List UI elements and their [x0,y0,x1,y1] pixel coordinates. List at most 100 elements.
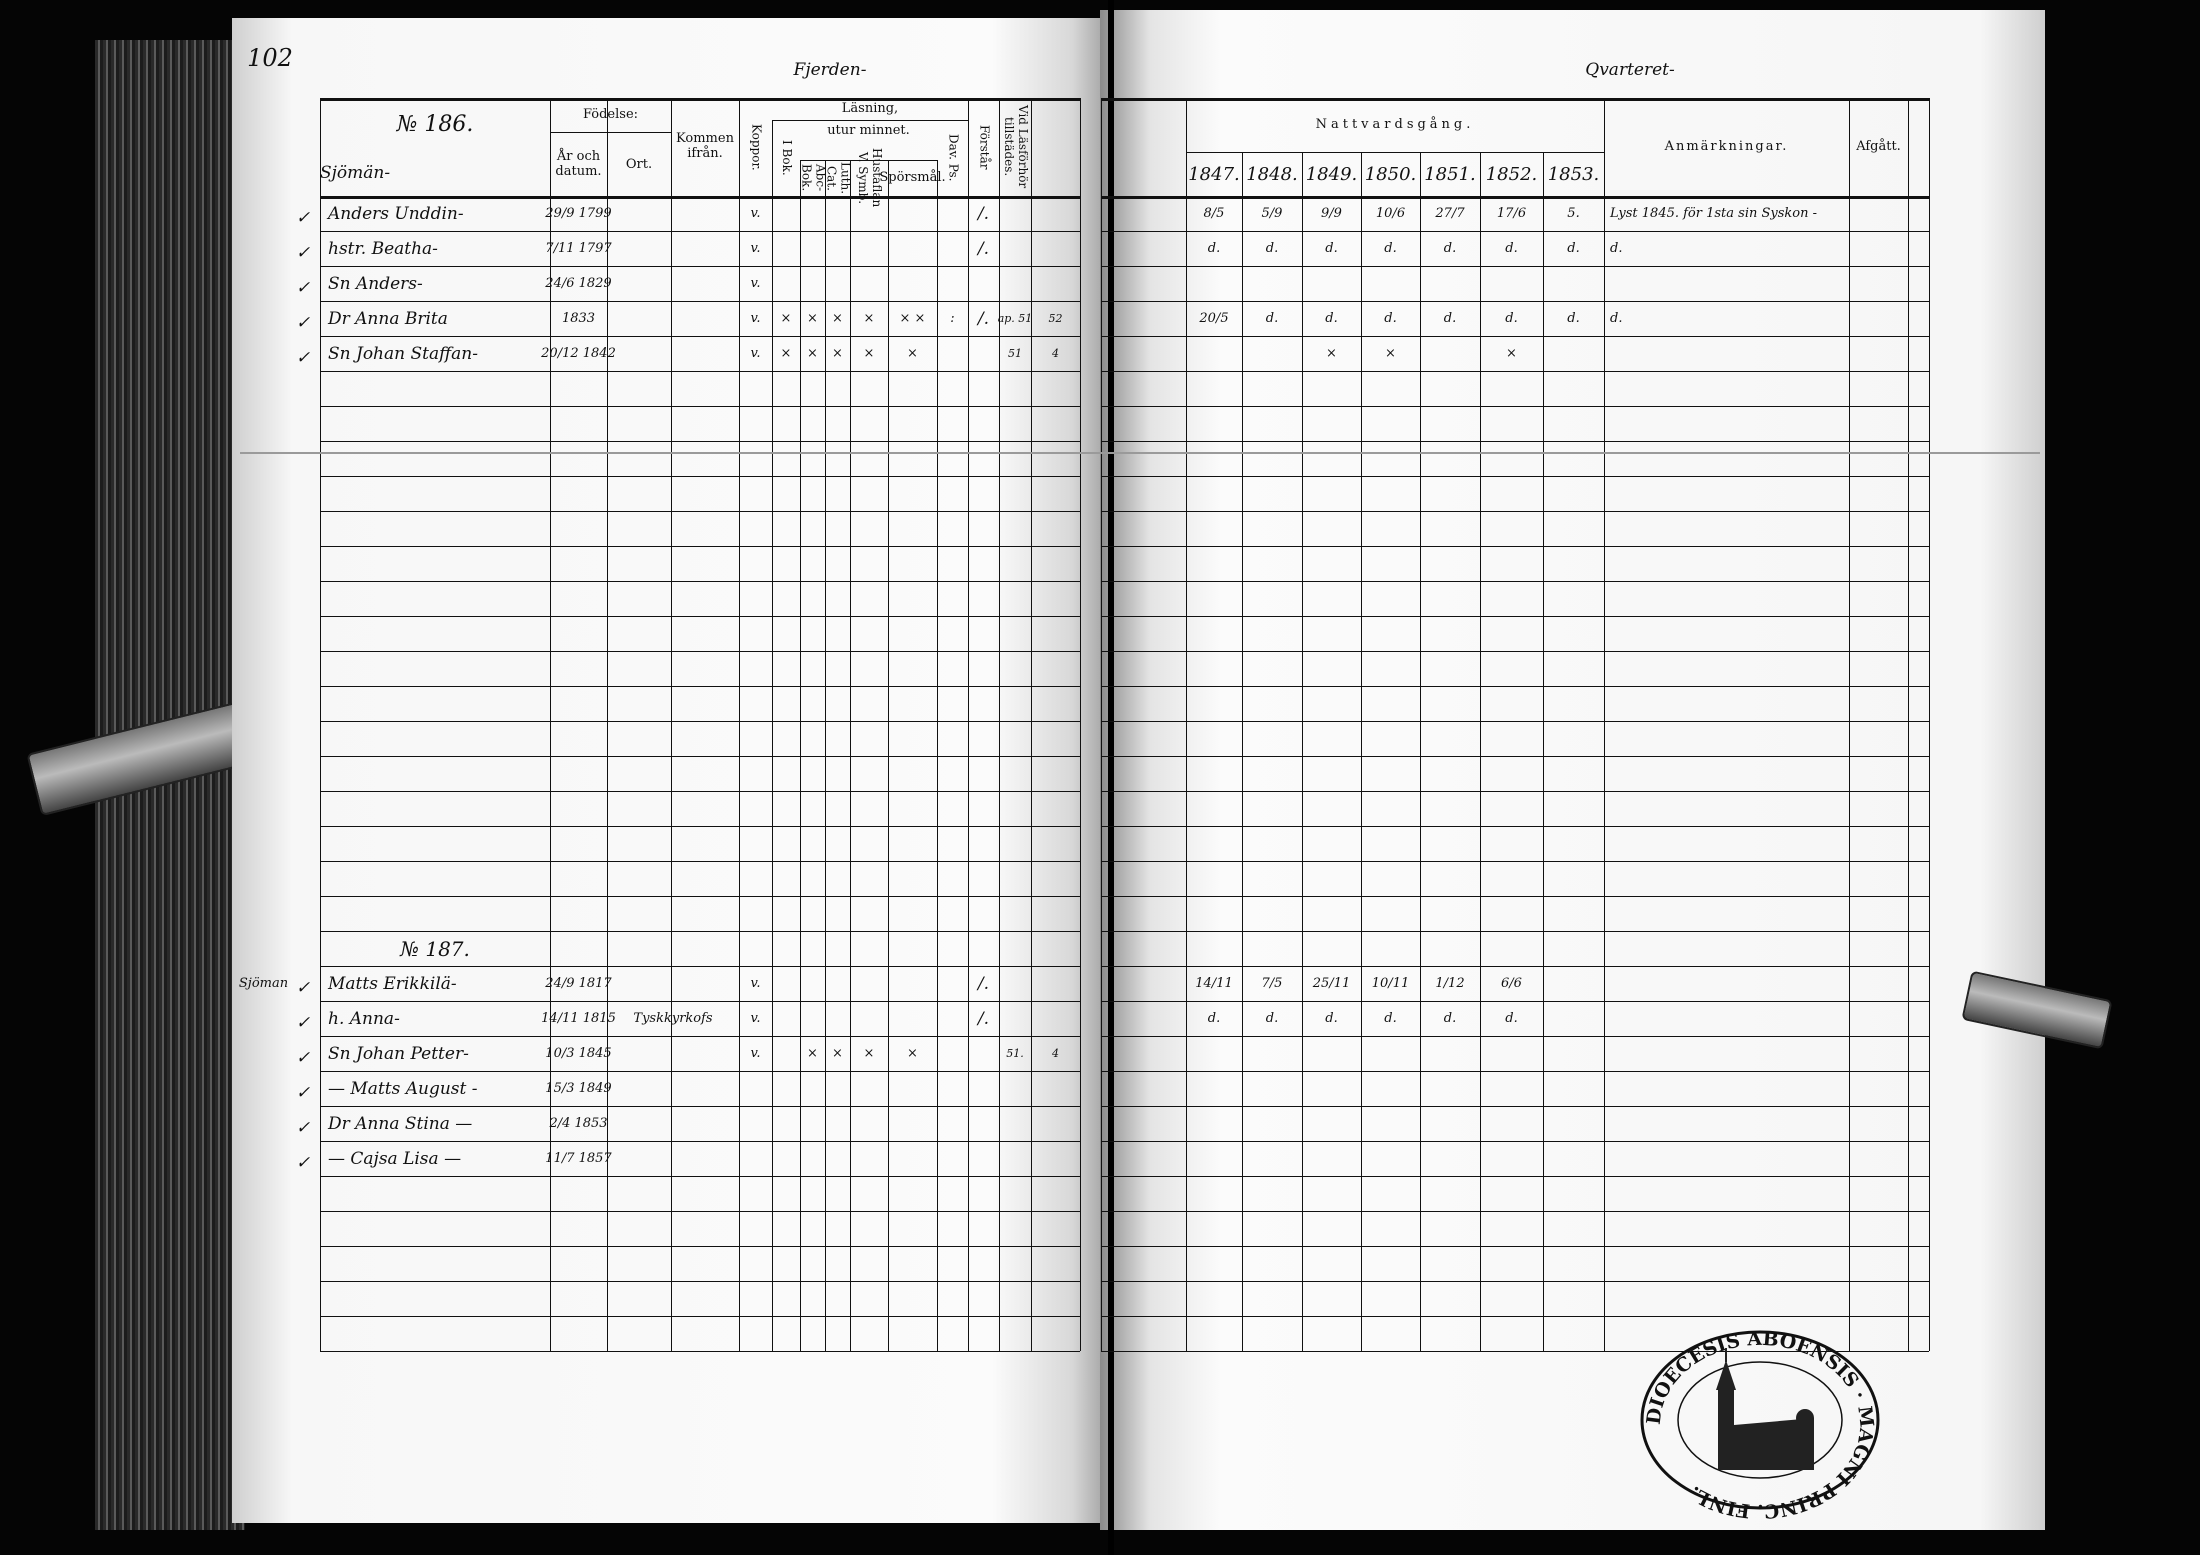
column-rule [1420,152,1421,1351]
row-rule [1101,266,1929,267]
koppor-mark: v. [750,311,761,326]
reading-mark: × [907,1046,918,1061]
row-rule [320,546,1080,547]
sporsmal-header: Spörsmål. [879,169,946,185]
birth-date: 24/6 1829 [545,276,612,291]
person-name: Sn Johan Petter- [328,1043,469,1064]
check-mark-icon: ✓ [295,977,311,998]
row-rule [320,231,1080,232]
row-rule [320,896,1080,897]
communion-date: 27/7 [1435,206,1465,221]
reading-mark: × [780,346,792,361]
communion-date: 9/9 [1321,206,1342,221]
row-rule [1101,1211,1929,1212]
page-fold-line [240,452,2040,454]
column-rule [1101,98,1102,1351]
person-name: hstr. Beatha- [328,238,438,259]
row-rule [1101,1001,1929,1002]
forstar-mark [968,1106,999,1141]
forstar-mark: /. [977,1008,990,1029]
birth-place: Tyskkyrkofs [633,1011,713,1026]
koppor-mark [739,1141,772,1176]
column-rule [825,160,826,1351]
row-rule [320,1001,1080,1002]
row-rule [1101,1351,1929,1352]
person-name: Dr Anna Brita [328,308,448,329]
reading-mark: : [950,311,955,326]
column-rule [1361,152,1362,1351]
lasforhor-mark: ap. 51 [997,312,1033,325]
communion-date: d. [1325,1011,1338,1026]
row-rule [1101,966,1929,967]
communion-date: 5. [1567,206,1580,221]
row-rule [1101,686,1929,687]
birth-date: 1833 [561,311,596,326]
column-rule [1031,98,1032,1351]
check-mark-icon: ✓ [295,1117,311,1138]
year-header: 1850. [1364,163,1417,185]
communion-date: d. [1384,1011,1397,1026]
row-rule [320,371,1080,372]
row-rule [1101,581,1929,582]
row-rule [1101,371,1929,372]
birth-date: 10/3 1845 [545,1046,612,1061]
nattvardsgang-header: Nattvardsgång. [1315,116,1475,132]
column-rule [888,160,889,1351]
year-header: 1847. [1188,163,1240,185]
birth-date: 14/11 1815 [541,1011,616,1026]
left-page [232,18,1112,1523]
year-header: 1853. [1547,163,1600,185]
row-rule [1101,651,1929,652]
row-rule [320,861,1080,862]
row-rule [320,581,1080,582]
communion-date: 1/12 [1435,976,1465,991]
communion-date: × [1506,346,1517,361]
person-name: Sn Anders- [328,273,423,294]
communion-date: d. [1384,241,1397,256]
row-rule [320,756,1080,757]
reading-mark: × [807,346,818,361]
column-rule [937,160,938,1351]
afgatt-header: Afgått. [1856,138,1901,154]
birth-date: 29/9 1799 [545,206,612,221]
row-rule [320,1316,1080,1317]
year-header: 1851. [1424,163,1476,185]
row-rule [1101,861,1929,862]
row-rule [320,791,1080,792]
koppor-mark: v. [750,346,761,361]
year-header: 1848. [1246,163,1298,185]
communion-date: d. [1207,1011,1221,1026]
reading-mark: × [780,311,792,326]
reading-mark: × × [899,311,926,326]
communion-date: 8/5 [1203,206,1225,221]
row-rule [320,686,1080,687]
lasforhor-mark: 4 [1052,347,1059,360]
column-rule [1480,152,1481,1351]
dav-ps-header: Dav. Ps. [946,134,961,182]
ar-och-datum-header: År och datum. [555,149,602,179]
column-rule [850,160,851,1351]
remark-note: d. [1610,241,1623,256]
column-rule [800,160,801,1351]
row-rule [320,511,1080,512]
koppor-mark: v. [750,206,761,221]
forstar-mark [968,1036,999,1071]
header-top-rule [1101,98,1929,101]
communion-date: × [1326,346,1337,361]
row-rule [1101,1106,1929,1107]
check-mark-icon: ✓ [295,277,311,298]
birth-date: 2/4 1853 [549,1116,608,1131]
row-rule [320,1071,1080,1072]
column-rule [607,134,608,1351]
forstar-mark [968,336,999,371]
row-rule [320,441,1080,442]
communion-date: d. [1567,241,1580,256]
row-rule [1101,336,1929,337]
row-rule [320,476,1080,477]
row-rule [550,132,671,133]
anmarkningar-header: Anmärkningar. [1664,138,1789,154]
communion-date: d. [1265,241,1279,256]
check-mark-icon: ✓ [295,1047,311,1068]
koppor-mark: v. [750,1011,761,1026]
column-rule [968,98,969,1351]
